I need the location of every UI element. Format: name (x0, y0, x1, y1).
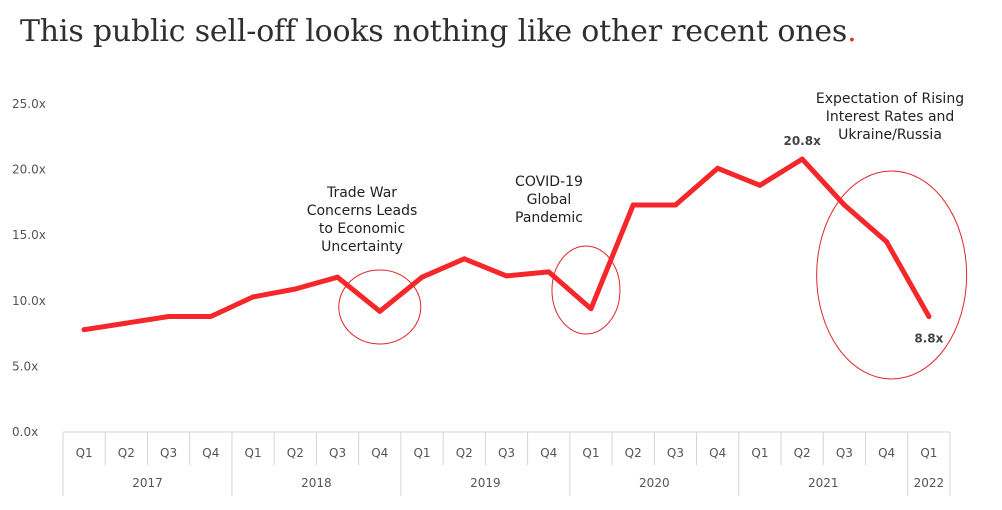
data-point (504, 273, 509, 279)
data-point (292, 286, 298, 292)
x-tick-label: Q1 (920, 446, 937, 460)
annotation-line: Global (527, 192, 572, 208)
x-tick-label: Q1 (751, 446, 768, 460)
highlight-circle (551, 245, 621, 335)
x-tick-label: Q3 (498, 446, 515, 460)
data-point (461, 256, 467, 262)
annotation: Trade War Concerns Leads to Economic Uncert… (307, 185, 418, 255)
x-tick-label: Q1 (76, 446, 93, 460)
data-point (757, 182, 763, 188)
y-tick-label: 10.0x (12, 294, 46, 308)
chart-labels: 20.8x 8.8x Trade War Concerns Leads to Econo… (307, 91, 964, 346)
annotation-line: to Economic (319, 221, 405, 237)
series-line (81, 156, 932, 333)
data-point (630, 202, 636, 208)
highlight-circles (338, 170, 968, 380)
annotation: COVID-19 Global Pandemic (515, 174, 583, 226)
x-tick-label: Q2 (118, 446, 135, 460)
data-point (546, 269, 552, 275)
x-year-label: 2017 (132, 476, 163, 490)
chart-axes: 0.0x 5.0x 10.0x 15.0x 20.0x 25.0x Q1 Q2 Q3 Q4 Q1 Q2… (12, 97, 951, 496)
data-point (81, 327, 87, 333)
annotation-line: Ukraine/Russia (838, 127, 942, 143)
x-tick-label: Q3 (160, 446, 177, 460)
annotation-line: Concerns Leads (307, 203, 418, 219)
title-text: This public sell-off looks nothing like … (20, 14, 848, 49)
data-point (335, 274, 341, 280)
x-tick-label: Q4 (878, 446, 895, 460)
data-point (250, 294, 256, 300)
page-title: This public sell-off looks nothing like … (20, 14, 857, 49)
x-tick-label: Q4 (371, 446, 388, 460)
y-tick-label: 0.0x (12, 425, 38, 439)
annotation-line: COVID-19 (515, 174, 583, 190)
annotation-line: Expectation of Rising (816, 91, 964, 107)
data-point (884, 239, 890, 245)
y-tick-label: 5.0x (12, 359, 38, 373)
data-point (841, 202, 847, 208)
data-point (672, 202, 678, 208)
data-point (419, 274, 425, 280)
data-point (926, 314, 932, 320)
data-label: 20.8x (783, 134, 821, 148)
highlight-circle (338, 269, 422, 345)
x-year-label: 2019 (470, 476, 501, 490)
x-tick-label: Q3 (329, 446, 346, 460)
x-tick-label: Q2 (287, 446, 304, 460)
y-tick-label: 25.0x (12, 97, 46, 111)
title-dot: . (847, 14, 857, 49)
data-point (166, 314, 172, 320)
y-tick-label: 20.0x (12, 163, 46, 177)
data-point (123, 320, 129, 326)
x-tick-label: Q3 (667, 446, 684, 460)
x-year-label: 2021 (808, 476, 839, 490)
x-tick-label: Q2 (794, 446, 811, 460)
data-point (715, 165, 721, 171)
annotation-line: Pandemic (515, 210, 583, 226)
x-tick-label: Q1 (582, 446, 599, 460)
series-line-path (81, 156, 932, 333)
x-tick-label: Q3 (836, 446, 853, 460)
x-tick-label: Q1 (245, 446, 262, 460)
x-year-label: 2018 (301, 476, 332, 490)
annotation: Expectation of Rising Interest Rates and U… (816, 91, 964, 143)
x-tick-label: Q1 (413, 446, 430, 460)
annotation-line: Interest Rates and (826, 109, 955, 125)
y-tick-label: 15.0x (12, 228, 46, 242)
data-point (208, 314, 214, 320)
data-point (377, 308, 383, 314)
x-year-label: 2022 (914, 476, 945, 490)
annotation-line: Trade War (326, 185, 397, 201)
highlight-circle (816, 170, 968, 380)
x-year-label: 2020 (639, 476, 670, 490)
x-tick-label: Q4 (709, 446, 726, 460)
data-point (799, 156, 805, 162)
data-point (588, 306, 594, 312)
x-tick-label: Q2 (625, 446, 642, 460)
x-tick-label: Q2 (456, 446, 473, 460)
annotation-line: Uncertainty (321, 239, 403, 255)
x-tick-label: Q4 (540, 446, 557, 460)
x-tick-label: Q4 (202, 446, 219, 460)
data-label: 8.8x (914, 332, 943, 346)
